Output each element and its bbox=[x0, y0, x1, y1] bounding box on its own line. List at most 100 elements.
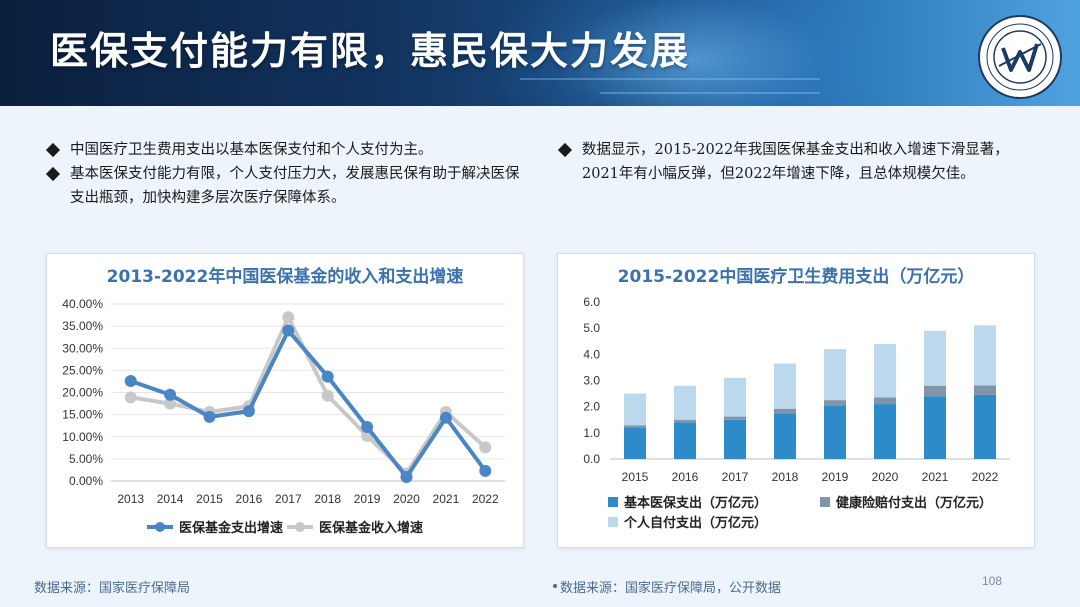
bar-segment bbox=[624, 393, 646, 426]
bar-segment bbox=[974, 394, 996, 459]
header-glow bbox=[480, 0, 900, 106]
bar-segment bbox=[824, 405, 846, 459]
bar-segment bbox=[924, 396, 946, 459]
x-tick-label: 2018 bbox=[314, 492, 341, 506]
x-tick-label: 2022 bbox=[472, 492, 499, 506]
data-point bbox=[321, 370, 334, 383]
x-tick-label: 2022 bbox=[972, 470, 999, 484]
x-tick-label: 2016 bbox=[672, 470, 699, 484]
data-point bbox=[479, 441, 492, 454]
bar-segment bbox=[674, 385, 696, 420]
y-tick-label: 0.0 bbox=[583, 452, 600, 466]
y-tick-label: 20.00% bbox=[62, 386, 103, 400]
series-line bbox=[130, 328, 487, 480]
x-tick-label: 2015 bbox=[622, 470, 649, 484]
y-tick-label: 6.0 bbox=[583, 295, 600, 309]
diamond-bullet-icon bbox=[45, 166, 61, 182]
data-point bbox=[242, 405, 255, 418]
x-tick-label: 2017 bbox=[275, 492, 302, 506]
legend-marker bbox=[155, 522, 165, 532]
legend-label: 个人自付支出（万亿元） bbox=[623, 515, 767, 530]
source-note-right: 数据来源：国家医疗保障局，公开数据 bbox=[560, 581, 782, 596]
legend-label: 医保基金支出增速 bbox=[179, 520, 283, 535]
y-tick-label: 5.00% bbox=[69, 452, 103, 466]
bar-segment bbox=[874, 404, 896, 459]
x-tick-label: 2016 bbox=[236, 492, 263, 506]
data-point bbox=[439, 411, 452, 424]
series-line bbox=[130, 315, 487, 476]
y-tick-label: 2.0 bbox=[583, 400, 600, 414]
bullet-item: 中国医疗卫生费用支出以基本医保支付和个人支付为主。 bbox=[45, 138, 526, 162]
y-tick-label: 4.0 bbox=[583, 347, 600, 361]
bar-segment bbox=[774, 413, 796, 459]
header-decor-line bbox=[600, 92, 820, 94]
organization-logo bbox=[978, 15, 1062, 99]
bar-segment bbox=[974, 385, 996, 395]
legend-swatch bbox=[820, 497, 830, 507]
x-tick-label: 2013 bbox=[117, 492, 144, 506]
x-tick-label: 2015 bbox=[196, 492, 223, 506]
y-tick-label: 3.0 bbox=[583, 374, 600, 388]
growth-line-chart-panel: 2013-2022年中国医保基金的收入和支出增速 0.00% 5.00% 10.00… bbox=[46, 253, 524, 548]
bar-segment bbox=[674, 422, 696, 459]
x-tick-label: 2018 bbox=[772, 470, 799, 484]
bar-segment bbox=[724, 377, 746, 417]
bar-segment bbox=[624, 427, 646, 459]
spending-bar-chart: 0.0 1.0 2.0 3.0 4.0 5.0 6.0 2015 2016 2017 2018 201… bbox=[583, 295, 1010, 530]
bar-segment bbox=[624, 425, 646, 428]
legend-label: 医保基金收入增速 bbox=[319, 520, 423, 535]
x-tick-label: 2020 bbox=[872, 470, 899, 484]
source-bullet-icon bbox=[553, 584, 557, 588]
data-point bbox=[361, 421, 374, 434]
y-tick-label: 15.00% bbox=[62, 408, 103, 422]
bar-segment bbox=[874, 397, 896, 405]
bar-segment bbox=[874, 343, 896, 398]
diamond-bullet-icon bbox=[45, 142, 61, 158]
bar-segment bbox=[974, 325, 996, 386]
bullet-item: 数据显示，2015-2022年我国医保基金支出和收入增速下滑显著，2021年有小… bbox=[557, 138, 1038, 186]
diamond-bullet-icon bbox=[557, 142, 573, 158]
x-tick-label: 2017 bbox=[722, 470, 749, 484]
y-tick-label: 5.0 bbox=[583, 321, 600, 335]
bar-segment bbox=[924, 385, 946, 397]
bar-segment bbox=[724, 416, 746, 420]
x-tick-label: 2014 bbox=[157, 492, 184, 506]
chart-title: 2015-2022中国医疗卫生费用支出（万亿元） bbox=[617, 267, 975, 287]
bar-segment bbox=[824, 349, 846, 401]
data-point bbox=[282, 324, 295, 337]
data-point bbox=[479, 464, 492, 477]
x-tick-label: 2021 bbox=[922, 470, 949, 484]
y-tick-label: 10.00% bbox=[62, 430, 103, 444]
chart-title: 2013-2022年中国医保基金的收入和支出增速 bbox=[106, 267, 464, 287]
data-point bbox=[321, 389, 334, 402]
y-tick-label: 0.00% bbox=[69, 474, 103, 488]
y-tick-label: 35.00% bbox=[62, 319, 103, 333]
y-tick-label: 40.00% bbox=[62, 297, 103, 311]
y-tick-label: 30.00% bbox=[62, 341, 103, 355]
y-tick-label: 25.00% bbox=[62, 363, 103, 377]
data-point bbox=[124, 391, 137, 404]
header-decor-line bbox=[520, 78, 820, 80]
legend-swatch bbox=[608, 517, 618, 527]
data-point bbox=[124, 374, 137, 387]
bullet-text: 数据显示，2015-2022年我国医保基金支出和收入增速下滑显著，2021年有小… bbox=[582, 142, 1009, 182]
data-point bbox=[282, 311, 295, 324]
page-title: 医保支付能力有限，惠民保大力发展 bbox=[50, 29, 691, 73]
data-point bbox=[164, 388, 177, 401]
legend-swatch bbox=[608, 497, 618, 507]
bullet-text: 基本医保支付能力有限，个人支付压力大，发展惠民保有助于解决医保支出瓶颈，加快构建… bbox=[70, 166, 520, 206]
header-banner: 医保支付能力有限，惠民保大力发展 bbox=[0, 0, 1080, 106]
bar-segment bbox=[674, 419, 696, 423]
growth-line-chart: 0.00% 5.00% 10.00% 15.00% 20.00% 25.00% 30.00%… bbox=[62, 297, 505, 535]
data-point bbox=[203, 410, 216, 423]
bullet-list-right: 数据显示，2015-2022年我国医保基金支出和收入增速下滑显著，2021年有小… bbox=[557, 138, 1038, 186]
bar-segment bbox=[774, 408, 796, 414]
x-tick-label: 2019 bbox=[354, 492, 381, 506]
data-point bbox=[164, 397, 177, 410]
x-tick-label: 2021 bbox=[433, 492, 460, 506]
legend-label: 健康险赔付支出（万亿元） bbox=[836, 495, 992, 510]
legend-label: 基本医保支出（万亿元） bbox=[623, 495, 767, 510]
bar-segment bbox=[824, 400, 846, 406]
y-tick-label: 1.0 bbox=[583, 426, 600, 440]
x-tick-label: 2020 bbox=[393, 492, 420, 506]
